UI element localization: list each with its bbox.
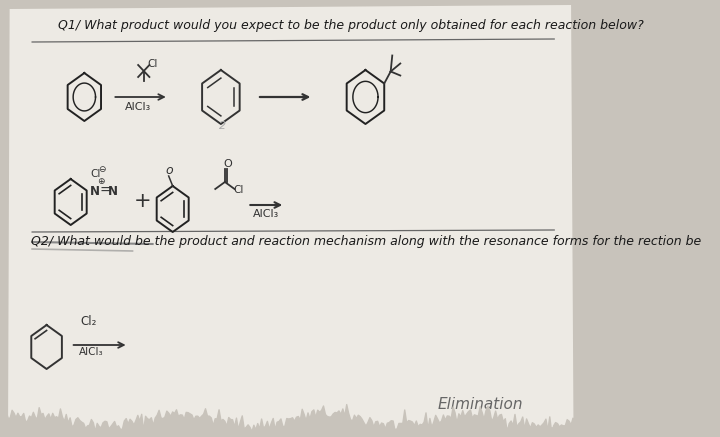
Text: N: N — [90, 185, 100, 198]
Text: o: o — [166, 164, 173, 177]
Text: =: = — [99, 184, 111, 198]
Text: Cl₂: Cl₂ — [81, 315, 96, 328]
Text: AlCl₃: AlCl₃ — [253, 209, 279, 219]
Text: AlCl₃: AlCl₃ — [78, 347, 104, 357]
Text: Cl: Cl — [147, 59, 158, 69]
Text: +: + — [134, 191, 152, 211]
Text: ⊕: ⊕ — [97, 177, 104, 186]
Text: Q2/ What would be the product and reaction mechanism along with the resonance fo: Q2/ What would be the product and reacti… — [30, 235, 701, 248]
Polygon shape — [8, 5, 574, 432]
Text: Elimination: Elimination — [438, 397, 523, 412]
Text: O: O — [223, 159, 232, 169]
Text: N: N — [107, 185, 117, 198]
Text: Cl: Cl — [233, 185, 243, 195]
Text: AlCl₃: AlCl₃ — [125, 102, 151, 112]
Text: Q1/ What product would you expect to be the product only obtained for each react: Q1/ What product would you expect to be … — [58, 19, 644, 32]
Text: 2: 2 — [218, 121, 225, 131]
Text: ⊖: ⊖ — [98, 165, 106, 174]
Text: Cl: Cl — [90, 169, 100, 179]
